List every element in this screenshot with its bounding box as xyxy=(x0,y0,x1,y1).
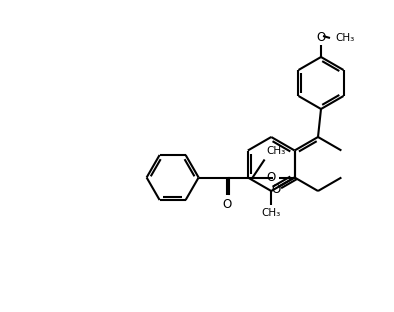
Text: CH₃: CH₃ xyxy=(267,147,286,157)
Text: CH₃: CH₃ xyxy=(262,208,281,218)
Text: O: O xyxy=(271,183,280,196)
Text: CH₃: CH₃ xyxy=(335,33,354,43)
Text: O: O xyxy=(222,198,231,212)
Text: O: O xyxy=(266,171,276,184)
Text: O: O xyxy=(316,31,325,44)
